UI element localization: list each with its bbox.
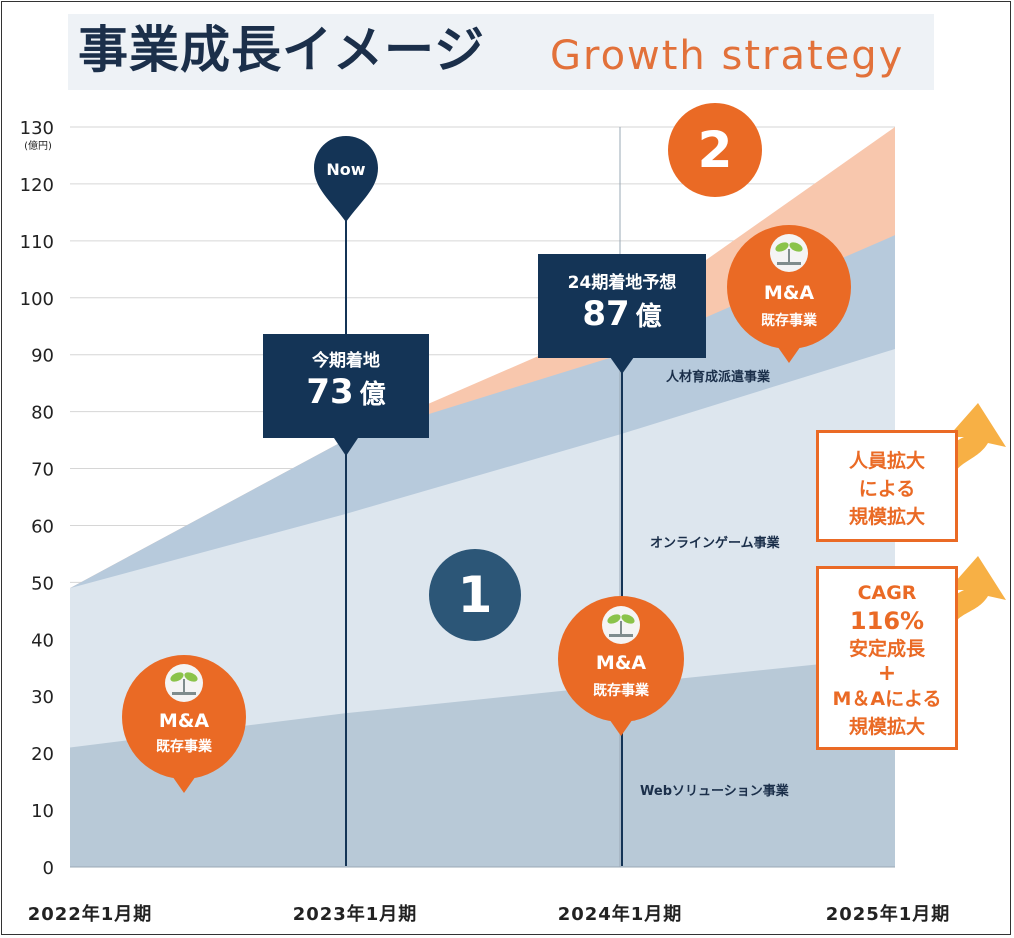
- sprout-icon-leaf-r-3: [789, 242, 803, 252]
- forecast-landing-box: 24期着地予想 87 億: [538, 254, 706, 358]
- now-pin-label: Now: [326, 160, 366, 179]
- y-tick-100: 100: [20, 289, 54, 310]
- note2-line6: 規模拡大: [848, 716, 925, 738]
- note2-line5: M＆Aによる: [832, 688, 942, 710]
- forecast-box-pointer: [610, 357, 634, 374]
- note1-line1: 人員拡大: [848, 450, 925, 472]
- note2-line2: 116%: [849, 607, 925, 635]
- forecast-landing-unit: 億: [635, 302, 662, 332]
- x-tick-0: 2022年1月期: [28, 903, 153, 925]
- ma-pin-1: [122, 655, 246, 779]
- y-tick-130: 130: [20, 118, 54, 139]
- chart-subtitle: Growth strategy: [550, 33, 905, 79]
- forecast-landing-caption: 24期着地予想: [567, 273, 677, 293]
- label-hr-business: 人材育成派遣事業: [666, 370, 771, 385]
- label-web-solution-business: Webソリューション事業: [640, 784, 789, 799]
- sprout-icon-ground-2: [609, 634, 633, 637]
- sprout-icon-ground-3: [777, 262, 801, 265]
- badge-2: [668, 103, 762, 197]
- now-pin: [314, 136, 378, 222]
- cagr-note: CAGR 116% 安定成長 + M＆Aによる 規模拡大: [816, 566, 958, 750]
- sprout-icon-leaf-l-1: [170, 672, 184, 682]
- x-tick-2: 2024年1月期: [558, 903, 683, 925]
- ma-pin-2-sub: 既存事業: [593, 683, 649, 699]
- x-tick-1: 2023年1月期: [293, 903, 418, 925]
- y-tick-10: 10: [31, 801, 54, 822]
- note1-line2: による: [858, 478, 916, 500]
- y-tick-50: 50: [31, 573, 54, 594]
- title-band: [68, 14, 934, 90]
- current-box-pointer: [334, 438, 358, 456]
- y-tick-20: 20: [31, 744, 54, 765]
- sprout-icon-leaf-l-3: [775, 242, 789, 252]
- sprout-icon-leaf-r-1: [184, 672, 198, 682]
- sprout-icon-ground-1: [172, 692, 196, 695]
- y-tick-80: 80: [31, 403, 54, 424]
- y-tick-90: 90: [31, 346, 54, 367]
- x-tick-3: 2025年1月期: [826, 903, 951, 925]
- y-tick-110: 110: [20, 232, 54, 253]
- y-tick-40: 40: [31, 630, 54, 651]
- note1-line3: 規模拡大: [848, 506, 925, 528]
- y-tick-60: 60: [31, 516, 54, 537]
- y-tick-0: 0: [43, 858, 54, 879]
- ma-pin-1-sub: 既存事業: [156, 739, 212, 755]
- y-unit-label: (億円): [24, 139, 52, 152]
- label-online-game-business: オンラインゲーム事業: [650, 536, 780, 551]
- ma-pin-3-sub: 既存事業: [761, 313, 817, 329]
- ma-pin-3: [727, 225, 851, 349]
- chart-title: 事業成長イメージ: [78, 21, 485, 79]
- forecast-landing-value: 87: [582, 294, 630, 334]
- headcount-expansion-note: 人員拡大 による 規模拡大: [816, 430, 958, 542]
- ma-pin-2-label: M&A: [595, 652, 647, 674]
- note2-line1: CAGR: [857, 582, 917, 604]
- badge-2-label: 2: [697, 121, 733, 179]
- ma-pin-2: [558, 596, 684, 722]
- y-tick-30: 30: [31, 687, 54, 708]
- ma-pin-3-label: M&A: [763, 282, 815, 304]
- y-tick-70: 70: [31, 460, 54, 481]
- area-series-0: [70, 656, 895, 867]
- current-landing-unit: 億: [359, 380, 386, 410]
- note2-line3: 安定成長: [848, 638, 925, 660]
- badge-1: [429, 549, 521, 641]
- ma-pin-1-label: M&A: [158, 710, 210, 732]
- current-landing-value: 73: [306, 372, 354, 412]
- sprout-icon-leaf-l-2: [607, 614, 621, 624]
- badge-1-label: 1: [457, 566, 493, 624]
- note2-line4: +: [877, 661, 897, 686]
- y-tick-120: 120: [20, 175, 54, 196]
- sprout-icon-leaf-r-2: [621, 614, 635, 624]
- current-landing-box: 今期着地 73 億: [263, 334, 429, 438]
- current-landing-caption: 今期着地: [312, 351, 380, 371]
